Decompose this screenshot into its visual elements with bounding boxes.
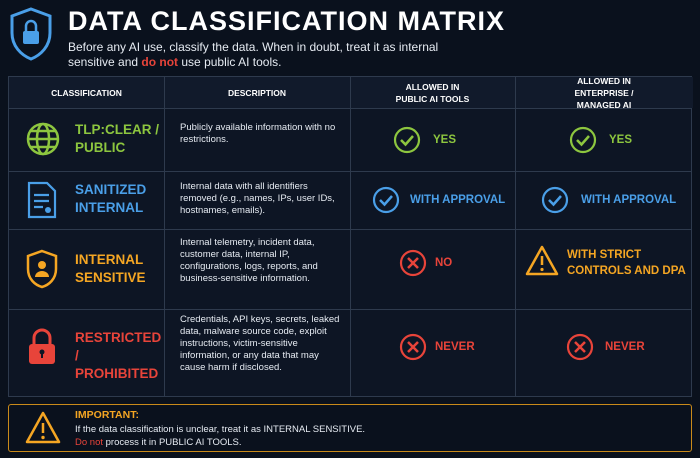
x-icon bbox=[566, 333, 594, 361]
column-header: ALLOWED IN PUBLIC AI TOOLS bbox=[350, 77, 515, 108]
important-text: If the data classification is unclear, t… bbox=[75, 424, 366, 435]
table: CLASSIFICATION DESCRIPTION ALLOWED IN PU… bbox=[8, 76, 693, 397]
check-icon bbox=[393, 126, 421, 154]
status: NEVER bbox=[435, 341, 475, 353]
classification-label: RESTRICTED / PROHIBITED bbox=[75, 330, 162, 381]
status: YES bbox=[609, 134, 633, 146]
status: WITH APPROVAL bbox=[410, 194, 506, 206]
subtitle-text: Before any AI use, classify the data. Wh… bbox=[68, 40, 439, 69]
classification-label: TLP:CLEAR / PUBLIC bbox=[75, 122, 159, 155]
subtitle-text: use public AI tools. bbox=[178, 55, 282, 69]
column-header: DESCRIPTION bbox=[164, 77, 350, 108]
status: WITH APPROVAL bbox=[581, 194, 677, 206]
status: NO bbox=[435, 257, 453, 269]
important-text: Do not process it in PUBLIC AI TOOLS. bbox=[75, 437, 242, 448]
check-icon bbox=[569, 126, 597, 154]
status: YES bbox=[433, 134, 457, 146]
important-box: IMPORTANT: If the data classification is… bbox=[8, 404, 692, 452]
warning-icon bbox=[25, 411, 61, 444]
column-header: ALLOWED IN ENTERPRISE / MANAGED AI bbox=[515, 76, 693, 110]
classification-label: SANITIZED INTERNAL bbox=[75, 182, 147, 215]
important-emphasis: Do not bbox=[75, 437, 103, 448]
subtitle: Before any AI use, classify the data. Wh… bbox=[68, 40, 448, 70]
description: Internal data with all identifiers remov… bbox=[180, 181, 335, 216]
column-header: CLASSIFICATION bbox=[9, 77, 164, 108]
important-text-part: process it in PUBLIC AI TOOLS. bbox=[103, 437, 242, 448]
x-icon bbox=[399, 249, 427, 277]
x-icon bbox=[399, 333, 427, 361]
globe-icon bbox=[26, 122, 60, 156]
classification-label: INTERNAL SENSITIVE bbox=[75, 252, 146, 285]
status: NEVER bbox=[605, 341, 645, 353]
warning-icon bbox=[525, 245, 559, 276]
subtitle-emphasis: do not bbox=[141, 55, 179, 69]
status: WITH STRICT CONTROLS AND DPA bbox=[567, 249, 686, 277]
check-icon bbox=[372, 186, 400, 214]
description: Credentials, API keys, secrets, leaked d… bbox=[180, 314, 340, 373]
check-icon bbox=[541, 186, 569, 214]
shield-icon bbox=[10, 7, 52, 61]
description: Publicly available information with no r… bbox=[180, 122, 336, 145]
shield-user-icon bbox=[26, 249, 58, 289]
description: Internal telemetry, incident data, custo… bbox=[180, 237, 318, 284]
lock-icon bbox=[29, 328, 55, 364]
title: DATA CLASSIFICATION MATRIX bbox=[68, 6, 505, 36]
document-icon bbox=[27, 181, 57, 219]
important-title: IMPORTANT: bbox=[75, 409, 139, 421]
